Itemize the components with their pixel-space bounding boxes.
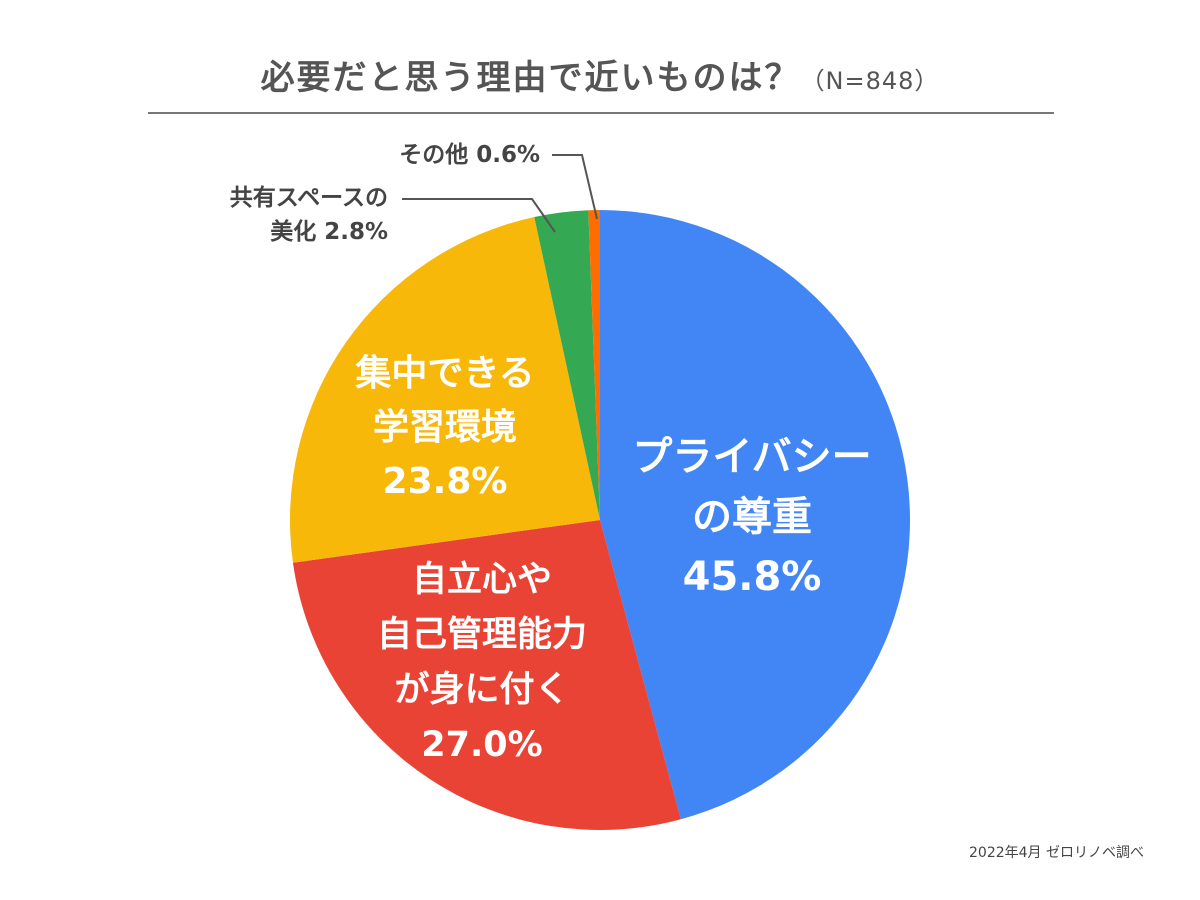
label-study-line: 学習環境 [373, 406, 517, 448]
label-study-line: 23.8% [383, 461, 508, 502]
slice-independence [292, 520, 681, 831]
label-shared-line: 美化 2.8% [270, 218, 388, 245]
label-shared: 共有スペースの美化 2.8% [230, 184, 388, 245]
chart-title: 必要だと思う理由で近いものは？（N=848） [0, 50, 1200, 99]
title-sample-size: （N=848） [800, 67, 940, 95]
pie-slices [290, 210, 911, 831]
label-privacy-line: プライバシー [632, 434, 871, 480]
label-independence-line: 自立心や [412, 560, 552, 600]
slice-study [290, 217, 600, 563]
label-independence: 自立心や自己管理能力が身に付く 27.0% [377, 560, 587, 765]
label-other: その他 0.6% [399, 142, 540, 168]
label-independence-line: 自己管理能力 [377, 615, 587, 655]
title-divider [148, 112, 1054, 114]
label-other-line: その他 0.6% [399, 142, 540, 168]
slice-shared [534, 210, 600, 520]
label-shared-line: 共有スペースの [230, 184, 388, 211]
leader-line-shared [402, 198, 556, 233]
label-study: 集中できる学習環境 23.8% [354, 353, 534, 502]
leader-line-other [552, 154, 598, 220]
label-privacy: プライバシーの尊重 45.8% [632, 434, 871, 600]
source-note: 2022年4月 ゼロリノベ調べ [969, 845, 1144, 861]
label-independence-line: が身に付く [394, 670, 569, 710]
slice-privacy [600, 210, 911, 820]
title-main: 必要だと思う理由で近いものは？ [260, 58, 801, 98]
label-privacy-line: の尊重 [692, 494, 812, 540]
leader-lines [402, 154, 598, 233]
slice-other [588, 210, 600, 520]
label-study-line: 集中できる [354, 353, 534, 394]
label-independence-line: 27.0% [421, 725, 542, 765]
slice-labels: プライバシーの尊重 45.8% 自立心や自己管理能力が身に付く 27.0% 集中できる学… [230, 142, 872, 765]
label-privacy-line: 45.8% [683, 554, 822, 600]
